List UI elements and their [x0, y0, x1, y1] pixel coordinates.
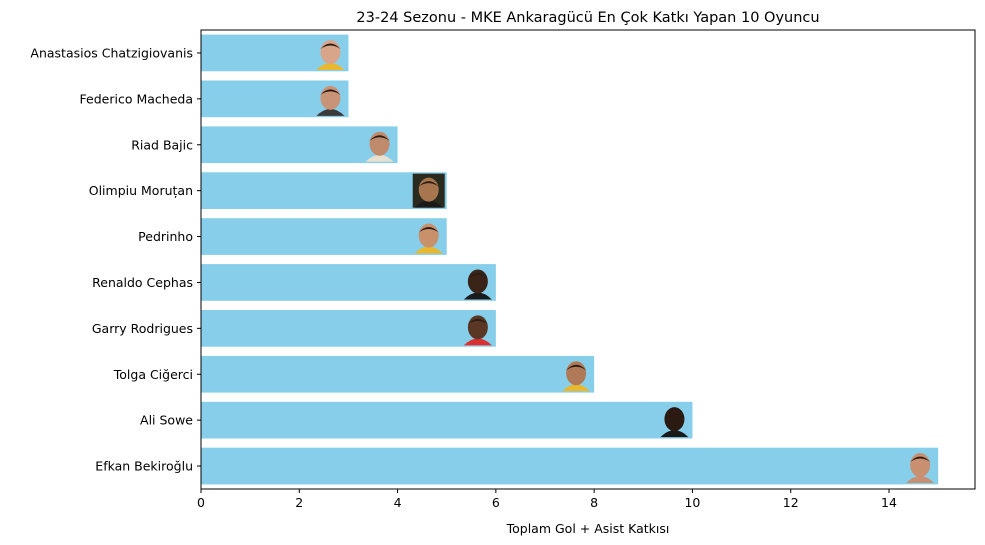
y-tick-label: Pedrinho	[138, 229, 193, 244]
x-tick-label: 14	[881, 495, 897, 510]
bar	[201, 218, 447, 255]
player-photo	[414, 223, 443, 254]
y-tick-label: Efkan Bekiroğlu	[95, 459, 193, 474]
x-tick-label: 12	[783, 495, 799, 510]
x-tick-label: 6	[492, 495, 500, 510]
bar	[201, 447, 939, 485]
player-photo	[365, 131, 394, 162]
x-tick-label: 2	[295, 495, 303, 510]
bars-group	[201, 34, 939, 485]
bar	[201, 355, 595, 393]
y-tick-label: Riad Bajic	[131, 137, 193, 152]
y-tick-label: Olimpiu Moruțan	[89, 183, 193, 198]
bar	[201, 309, 496, 347]
y-tick-label: Tolga Ciğerci	[113, 367, 193, 382]
player-photo	[463, 269, 492, 300]
y-axis-ticks: Anastasios Chatzigiovanis Federico Mached…	[30, 45, 201, 474]
player-photo	[463, 315, 492, 346]
y-tick-label: Garry Rodrigues	[92, 321, 193, 336]
x-axis-label: Toplam Gol + Asist Katkısı	[506, 521, 670, 536]
bar	[201, 401, 693, 439]
x-tick-label: 10	[684, 495, 700, 510]
player-photo	[562, 361, 591, 392]
bar	[201, 126, 398, 164]
plot-frame	[200, 29, 976, 490]
bar	[201, 264, 496, 301]
x-tick-label: 0	[197, 495, 205, 510]
x-tick-label: 4	[394, 495, 402, 510]
player-photo	[316, 39, 345, 70]
y-tick-label: Anastasios Chatzigiovanis	[30, 45, 193, 60]
y-tick-label: Renaldo Cephas	[92, 275, 193, 290]
player-photos-group	[316, 39, 935, 484]
player-photo	[412, 173, 445, 208]
x-tick-label: 8	[590, 495, 598, 510]
player-photo	[316, 85, 345, 116]
chart-title: 23-24 Sezonu - MKE Ankaragücü En Çok Kat…	[356, 10, 819, 26]
bar	[201, 172, 447, 210]
player-photo	[660, 407, 689, 438]
y-tick-label: Ali Sowe	[140, 413, 193, 428]
player-photo	[906, 453, 935, 484]
y-tick-label: Federico Macheda	[80, 91, 193, 106]
x-axis-ticks: 0 2 4 6 8 10 12 14	[197, 489, 897, 510]
